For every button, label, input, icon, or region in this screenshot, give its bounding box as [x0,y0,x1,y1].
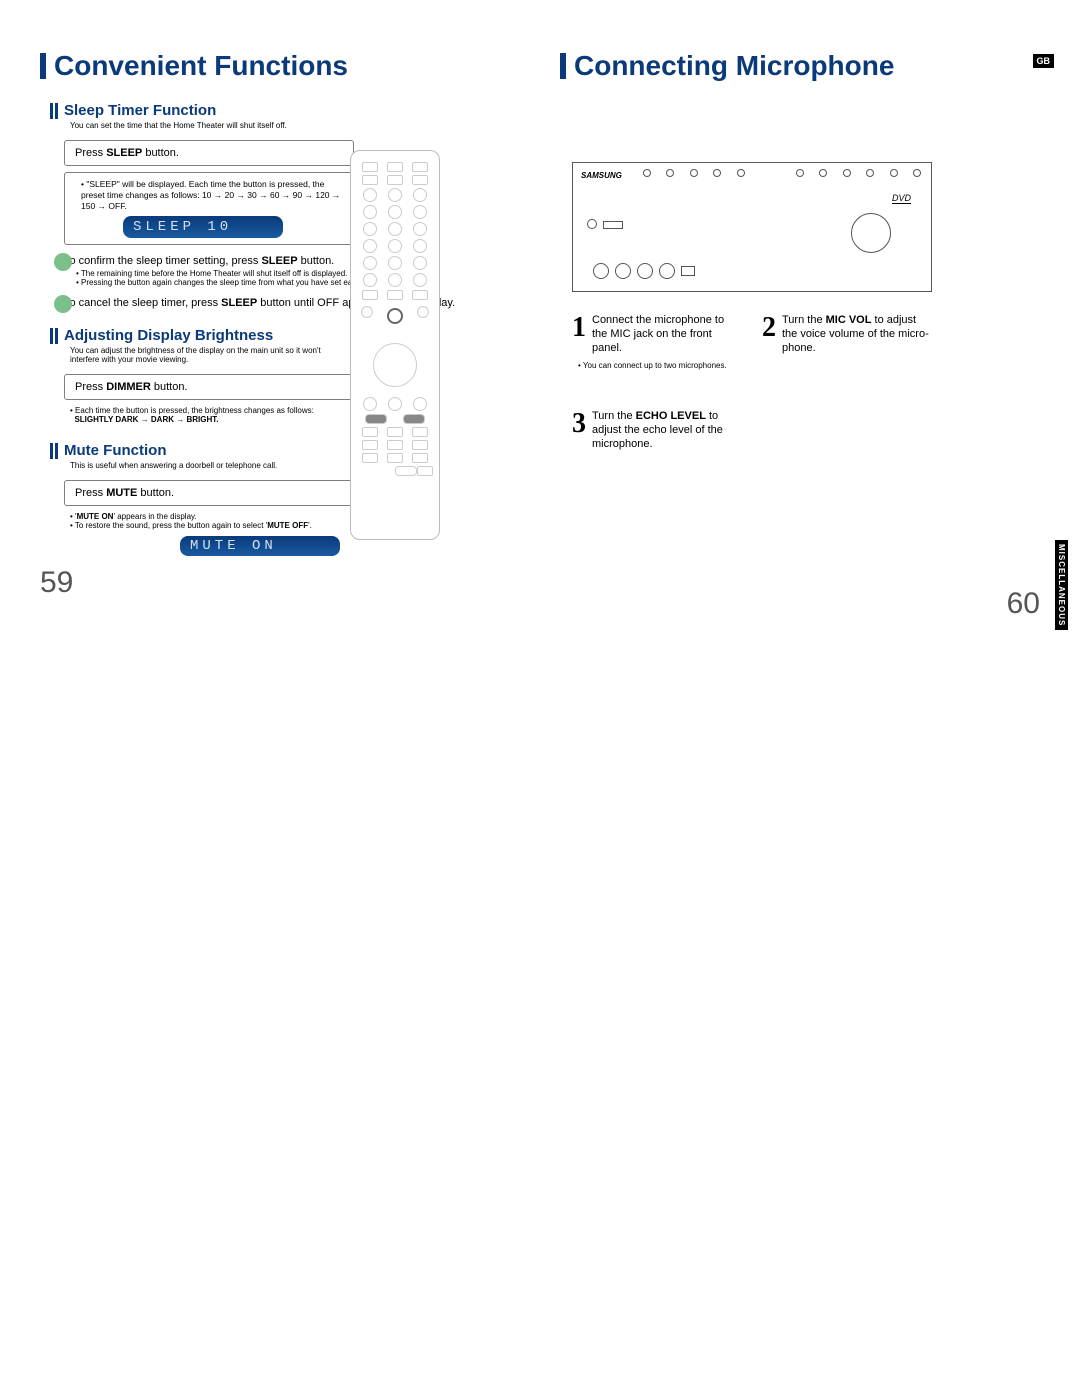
press-dimmer-box: Press DIMMER button. [64,374,354,400]
mute-suffix: button. [137,487,174,499]
mute-prefix: Press [75,487,106,499]
panel-button-row [643,169,921,177]
double-bar-icon [50,328,58,344]
left-page: Convenient Functions Sleep Timer Functio… [40,50,520,600]
dimmer-suffix: button. [151,381,188,393]
step-3-text: Turn the ECHO LEVEL to adjust the echo l… [592,410,742,451]
language-badge: GB [1033,54,1055,68]
press-mute-box: Press MUTE button. [64,480,354,506]
standby-button-icon [587,219,597,229]
confirm-bold: SLEEP [261,255,297,267]
confirm-bullets: The remaining time before the Home Theat… [76,269,520,287]
right-title-row: Connecting Microphone GB [560,50,1040,82]
steps-row-2: 3 Turn the ECHO LEVEL to adjust the echo… [572,410,1040,451]
green-dot-icon [54,253,72,271]
manual-page-spread: Convenient Functions Sleep Timer Functio… [0,0,1080,630]
section-tab: MISCELLANEOUS [1055,540,1068,630]
dpad-icon [373,343,417,387]
volume-knob-icon [851,213,891,253]
title-bar-icon [40,53,46,79]
step-2-number: 2 [762,314,776,342]
step-2-text: Turn the MIC VOL to adjust the voice vol… [782,314,932,355]
dvd-logo: DVD [892,193,911,204]
cancel-line: To cancel the sleep timer, press SLEEP b… [64,297,520,309]
confirm-line: To confirm the sleep timer setting, pres… [64,255,520,267]
cancel-prefix: To cancel the sleep timer, press [64,297,221,309]
press-sleep-bold: SLEEP [106,147,142,159]
right-page-number: 60 [1007,587,1040,621]
confirm-suffix: button. [298,255,335,267]
sleep-heading-row: Sleep Timer Function [50,102,520,119]
title-bar-icon [560,53,566,79]
left-title-row: Convenient Functions [40,50,520,82]
steps-row-1: 1 Connect the micro­phone to the MIC jac… [572,314,1040,355]
right-page: Connecting Microphone GB SAMSUNG DVD 1 C… [560,50,1040,600]
brightness-heading: Adjusting Display Brightness [64,327,273,344]
brightness-detail: • Each time the button is pressed, the b… [70,406,520,424]
step-3: 3 Turn the ECHO LEVEL to adjust the echo… [572,410,742,451]
left-main-title: Convenient Functions [54,50,348,82]
mute-lcd: MUTE ON [180,536,340,556]
confirm-b2: Pressing the button again changes the sl… [76,278,520,287]
brightness-heading-row: Adjusting Display Brightness [50,327,520,344]
sleep-detail-box: "SLEEP" will be displayed. Each time the… [64,172,354,245]
sleep-desc: You can set the time that the Home Theat… [70,121,520,130]
cancel-bold: SLEEP [221,297,257,309]
mute-bold: MUTE [106,487,137,499]
dimmer-bold: DIMMER [106,381,151,393]
confirm-prefix: To confirm the sleep timer setting, pres… [64,255,261,267]
mute-heading: Mute Function [64,442,166,459]
press-sleep-suffix: button. [142,147,179,159]
left-page-number: 59 [40,566,520,600]
step-3-number: 3 [572,410,586,438]
panel-small-display [603,221,623,229]
device-front-panel-diagram: SAMSUNG DVD [572,162,932,292]
dimmer-prefix: Press [75,381,106,393]
brightness-desc: You can adjust the brightness of the dis… [70,346,340,364]
step-1-text: Connect the micro­phone to the MIC jack … [592,314,742,355]
mic-jacks [593,263,695,279]
step-2: 2 Turn the MIC VOL to adjust the voice v… [762,314,932,355]
double-bar-icon [50,103,58,119]
sleep-detail-text: "SLEEP" will be displayed. Each time the… [81,179,343,212]
mute-heading-row: Mute Function [50,442,520,459]
mute-bullets: • 'MUTE ON' appears in the display. • To… [70,512,520,530]
step-1: 1 Connect the micro­phone to the MIC jac… [572,314,742,355]
step-1-number: 1 [572,314,586,342]
sleep-lcd: SLEEP 10 [123,216,283,238]
press-sleep-box: Press SLEEP button. [64,140,354,166]
confirm-b1: The remaining time before the Home Theat… [76,269,520,278]
double-bar-icon [50,443,58,459]
mute-desc: This is useful when answering a doorbell… [70,461,520,470]
right-main-title: Connecting Microphone [574,50,894,82]
green-dot-icon [54,295,72,313]
remote-control-diagram [350,150,440,540]
sleep-heading: Sleep Timer Function [64,102,216,119]
mute-icon [387,308,403,324]
press-sleep-prefix: Press [75,147,106,159]
mic-note: • You can connect up to two microphones. [578,361,1040,370]
